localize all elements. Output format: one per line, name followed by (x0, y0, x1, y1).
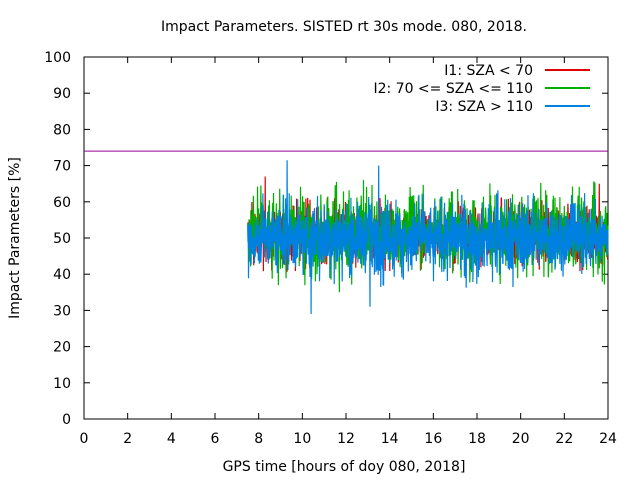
y-tick-label: 40 (53, 267, 71, 283)
legend-label: I2: 70 <= SZA <= 110 (373, 81, 533, 97)
y-tick-label: 90 (53, 86, 71, 102)
y-tick-label: 80 (53, 122, 71, 138)
y-axis-label: Impact Parameters [%] (7, 157, 23, 319)
x-tick-label: 8 (254, 431, 263, 447)
y-tick-label: 20 (53, 340, 71, 356)
x-tick-label: 14 (381, 431, 399, 447)
legend-label: I3: SZA > 110 (435, 99, 533, 115)
x-tick-label: 24 (599, 431, 617, 447)
x-axis: 0 2 4 6 8 10 12 14 16 18 20 22 24 (80, 57, 617, 447)
x-tick-label: 10 (293, 431, 311, 447)
y-axis: 0 10 20 30 40 50 60 70 80 90 100 (44, 50, 608, 428)
x-tick-label: 2 (123, 431, 132, 447)
x-tick-label: 12 (337, 431, 355, 447)
y-tick-label: 50 (53, 231, 71, 247)
legend-label: I1: SZA < 70 (444, 63, 533, 79)
legend: I1: SZA < 70 I2: 70 <= SZA <= 110 I3: SZA … (373, 63, 590, 115)
y-tick-label: 0 (62, 412, 71, 428)
y-tick-label: 30 (53, 303, 71, 319)
y-tick-label: 10 (53, 376, 71, 392)
x-axis-label: GPS time [hours of doy 080, 2018] (223, 459, 466, 475)
y-tick-label: 60 (53, 195, 71, 211)
x-tick-label: 0 (80, 431, 89, 447)
x-tick-label: 22 (555, 431, 573, 447)
x-tick-label: 6 (211, 431, 220, 447)
chart-title: Impact Parameters. SISTED rt 30s mode. 0… (161, 19, 527, 35)
x-tick-label: 4 (167, 431, 176, 447)
y-tick-label: 100 (44, 50, 71, 66)
x-tick-label: 20 (512, 431, 530, 447)
y-tick-label: 70 (53, 159, 71, 175)
x-tick-label: 18 (468, 431, 486, 447)
series-layer (247, 160, 609, 315)
series-line (247, 160, 609, 315)
x-tick-label: 16 (424, 431, 442, 447)
